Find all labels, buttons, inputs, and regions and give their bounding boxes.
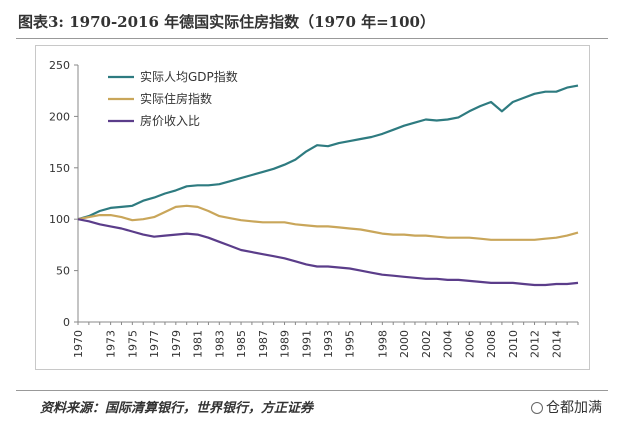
x-tick-label: 1979 xyxy=(170,330,183,358)
chart-axes: 0 50 100 150 200 250 1970 1973 1975 1977 1979 1981 1… xyxy=(49,59,579,358)
source-area: 资料来源：国际清算银行，世界银行，方正证券 xyxy=(16,390,616,420)
legend-label-3: 房价收入比 xyxy=(140,113,200,128)
x-tick-label: 2006 xyxy=(463,330,476,358)
x-tick-label: 2014 xyxy=(550,330,563,358)
x-tick-label: 1991 xyxy=(300,330,313,358)
y-tick-label: 150 xyxy=(49,162,70,175)
x-tick-label: 1970 xyxy=(72,330,85,358)
chart-title: 图表3: 1970-2016 年德国实际住房指数（1970 年=100） xyxy=(18,13,435,31)
series-line-2 xyxy=(77,204,579,241)
x-tick-label: 1973 xyxy=(105,330,118,358)
watermark: 仓都加满 xyxy=(527,396,606,418)
series-layer xyxy=(77,84,579,287)
x-tick-label: 1975 xyxy=(126,330,139,358)
x-tick-label: 1998 xyxy=(376,330,389,358)
y-tick-label: 100 xyxy=(49,213,70,226)
x-tick-label: 1993 xyxy=(322,330,335,358)
x-tick-label: 1983 xyxy=(213,330,226,358)
source-divider xyxy=(16,390,608,391)
watermark-text: 仓都加满 xyxy=(546,400,602,416)
x-tick-label: 2008 xyxy=(485,330,498,358)
x-tick-label: 2004 xyxy=(442,330,455,358)
x-tick-label: 2000 xyxy=(398,330,411,358)
y-tick-label: 200 xyxy=(49,110,70,123)
x-tick-label: 1987 xyxy=(257,330,270,358)
x-tick-label: 1985 xyxy=(235,330,248,358)
legend-label-1: 实际人均GDP指数 xyxy=(140,69,238,84)
y-tick-label: 50 xyxy=(56,265,70,278)
x-tick-label: 1977 xyxy=(148,330,161,358)
source-note: 资料来源：国际清算银行，世界银行，方正证券 xyxy=(40,401,314,416)
chart-title-area: 图表3: 1970-2016 年德国实际住房指数（1970 年=100） xyxy=(0,0,624,40)
x-tick-label: 1995 xyxy=(344,330,357,358)
x-tick-label: 2012 xyxy=(529,330,542,358)
series-line-3 xyxy=(77,218,579,287)
y-tick-label: 250 xyxy=(49,59,70,72)
legend-label-2: 实际住房指数 xyxy=(140,91,212,106)
weibo-icon xyxy=(531,402,543,414)
y-tick-label: 0 xyxy=(63,316,70,329)
x-tick-label: 2010 xyxy=(507,330,520,358)
x-tick-label: 2002 xyxy=(420,330,433,358)
x-tick-label: 1989 xyxy=(279,330,292,358)
title-divider xyxy=(16,38,608,39)
series-line-1 xyxy=(77,84,579,221)
x-tick-label: 1981 xyxy=(192,330,205,358)
